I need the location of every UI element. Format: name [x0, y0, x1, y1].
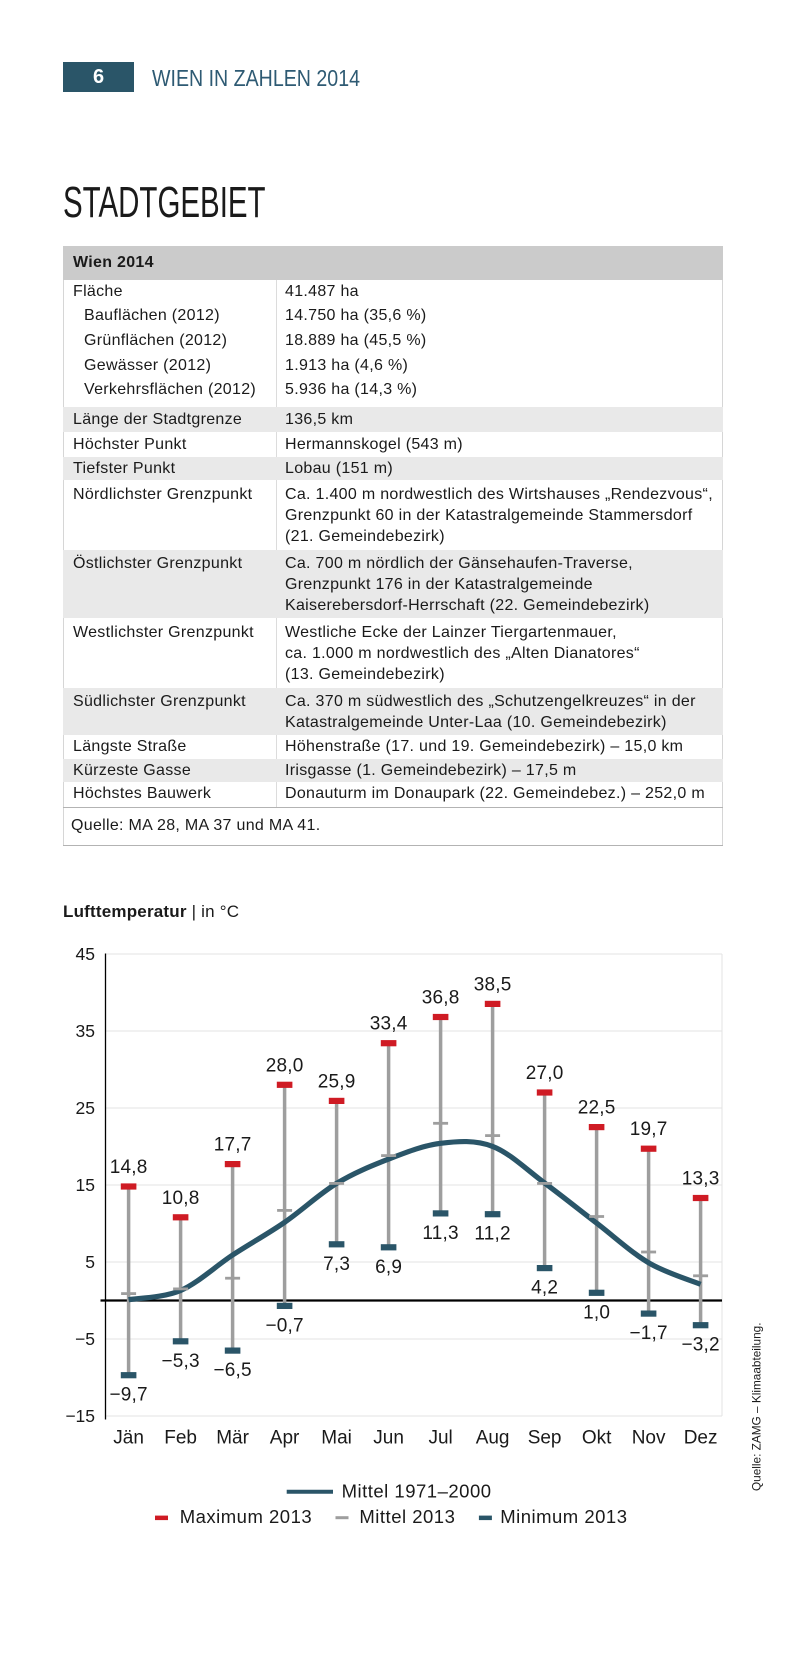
svg-text:Jun: Jun [373, 1428, 404, 1449]
svg-text:Mär: Mär [216, 1428, 249, 1449]
svg-text:35: 35 [76, 1021, 95, 1041]
svg-text:22,5: 22,5 [578, 1098, 616, 1119]
svg-text:Dez: Dez [684, 1428, 718, 1449]
svg-text:13,3: 13,3 [682, 1169, 720, 1190]
svg-text:45: 45 [76, 944, 95, 964]
svg-text:4,2: 4,2 [531, 1278, 558, 1299]
svg-text:−15: −15 [65, 1406, 95, 1426]
svg-text:36,8: 36,8 [422, 988, 460, 1009]
svg-text:25,9: 25,9 [318, 1071, 356, 1092]
svg-text:Mai: Mai [321, 1428, 352, 1449]
svg-text:1,0: 1,0 [583, 1302, 610, 1323]
svg-text:−3,2: −3,2 [681, 1335, 719, 1356]
svg-text:−5: −5 [75, 1329, 95, 1349]
svg-text:11,2: 11,2 [474, 1224, 510, 1245]
svg-text:27,0: 27,0 [526, 1063, 564, 1084]
svg-text:25: 25 [76, 1098, 95, 1118]
svg-text:38,5: 38,5 [474, 974, 512, 995]
svg-text:Sep: Sep [528, 1428, 562, 1449]
svg-text:−0,7: −0,7 [265, 1315, 303, 1336]
svg-text:Minimum 2013: Minimum 2013 [500, 1506, 627, 1527]
svg-text:5: 5 [85, 1252, 95, 1272]
svg-text:Mittel 2013: Mittel 2013 [359, 1506, 455, 1527]
svg-text:17,7: 17,7 [214, 1135, 252, 1156]
svg-text:14,8: 14,8 [110, 1157, 148, 1178]
svg-text:19,7: 19,7 [630, 1119, 668, 1140]
svg-text:Apr: Apr [270, 1428, 300, 1449]
svg-text:Mittel 1971–2000: Mittel 1971–2000 [342, 1480, 492, 1501]
svg-text:Maximum 2013: Maximum 2013 [180, 1506, 312, 1527]
svg-text:Feb: Feb [164, 1428, 197, 1449]
svg-text:33,4: 33,4 [370, 1014, 408, 1035]
svg-text:−6,5: −6,5 [213, 1360, 251, 1381]
svg-text:7,3: 7,3 [323, 1254, 350, 1275]
svg-text:−5,3: −5,3 [161, 1351, 199, 1372]
svg-text:Quelle: ZAMG – Klimaabteilung.: Quelle: ZAMG – Klimaabteilung. [750, 1322, 764, 1491]
svg-text:6,9: 6,9 [375, 1257, 402, 1278]
svg-text:Nov: Nov [632, 1428, 666, 1449]
svg-text:Okt: Okt [582, 1428, 612, 1449]
svg-text:11,3: 11,3 [422, 1223, 458, 1244]
svg-text:10,8: 10,8 [162, 1188, 200, 1209]
svg-text:Aug: Aug [476, 1428, 510, 1449]
svg-text:Jän: Jän [113, 1428, 144, 1449]
svg-text:−9,7: −9,7 [109, 1385, 147, 1406]
svg-text:−1,7: −1,7 [629, 1323, 667, 1344]
svg-text:28,0: 28,0 [266, 1055, 304, 1076]
svg-text:15: 15 [76, 1175, 95, 1195]
svg-text:Jul: Jul [428, 1428, 452, 1449]
